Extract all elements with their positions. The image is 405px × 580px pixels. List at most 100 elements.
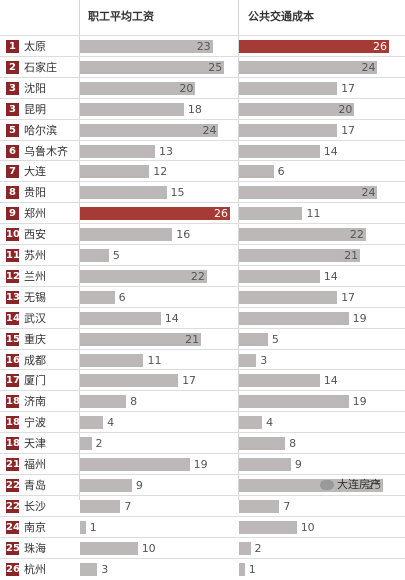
city-label: 厦门 <box>24 374 46 388</box>
salary-value-label: 5 <box>112 249 120 262</box>
rank-badge: 13 <box>6 290 20 304</box>
transport-bar <box>239 499 280 513</box>
salary-bar <box>80 395 127 409</box>
salary-value-label: 17 <box>182 374 197 388</box>
rank-badge: 3 <box>6 81 19 95</box>
column-divider <box>238 0 239 500</box>
city-label: 福州 <box>24 458 46 471</box>
transport-value-label: 9 <box>294 458 302 471</box>
salary-bar <box>80 332 202 346</box>
row-separator <box>0 139 405 141</box>
salary-bar <box>80 478 132 492</box>
salary-bar <box>80 499 121 513</box>
table-row: 18 济南 8 19 <box>0 391 405 412</box>
city-label: 长沙 <box>24 499 46 513</box>
rank-badge: 26 <box>6 562 20 576</box>
salary-value-label: 16 <box>176 228 191 242</box>
transport-bar <box>239 520 297 534</box>
row-separator <box>0 306 405 308</box>
transport-value-label: 19 <box>352 311 367 325</box>
row-separator <box>0 244 405 245</box>
salary-value-label: 23 <box>196 40 211 53</box>
transport-bar <box>239 40 389 53</box>
table-row: 17 厦门 17 14 <box>0 370 405 391</box>
salary-value-label: 4 <box>107 416 115 430</box>
transport-value-label: 5 <box>271 332 279 346</box>
city-label: 武汉 <box>24 311 46 325</box>
salary-bar <box>80 228 173 242</box>
salary-bar <box>80 353 144 367</box>
transport-value-label: 24 <box>361 186 376 200</box>
salary-bar <box>80 458 190 471</box>
rank-badge: 21 <box>6 458 20 471</box>
watermark: 大连房产 <box>320 476 381 492</box>
wechat-icon <box>320 480 334 490</box>
transport-bar <box>239 332 268 346</box>
transport-bar <box>239 102 355 116</box>
salary-value-label: 6 <box>118 290 126 304</box>
salary-value-label: 8 <box>130 395 138 409</box>
salary-value-label: 18 <box>187 102 202 116</box>
rank-badge: 11 <box>6 249 20 262</box>
salary-bar <box>80 81 196 95</box>
transport-bar <box>239 541 251 555</box>
city-label: 昆明 <box>24 102 46 116</box>
rank-badge: 12 <box>6 269 20 283</box>
row-separator <box>0 453 405 454</box>
salary-bar <box>80 186 167 200</box>
rank-badge: 17 <box>6 374 20 388</box>
table-row: 14 武汉 14 19 <box>0 308 405 329</box>
transport-bar <box>239 81 338 95</box>
transport-value-label: 14 <box>323 374 338 388</box>
row-separator <box>0 97 405 99</box>
salary-value-label: 15 <box>170 186 185 200</box>
city-label: 石家庄 <box>24 60 57 74</box>
row-separator <box>0 55 405 57</box>
city-label: 青岛 <box>24 478 46 492</box>
salary-bar <box>80 374 179 388</box>
rank-badge: 22 <box>6 499 20 513</box>
rank-badge: 18 <box>6 395 20 409</box>
table-row: 5 哈尔滨 24 17 <box>0 120 405 141</box>
rank-badge: 18 <box>6 437 20 451</box>
table-row: 13 无锡 6 17 <box>0 287 405 308</box>
transport-bar <box>239 562 245 576</box>
rank-badge: 8 <box>6 186 19 200</box>
table-row: 1 太原 23 26 <box>0 36 405 57</box>
transport-value-label: 22 <box>349 228 364 242</box>
table-row: 3 沈阳 20 17 <box>0 78 405 99</box>
salary-bar <box>80 311 161 325</box>
salary-value-label: 10 <box>141 541 156 555</box>
rank-badge: 1 <box>6 40 19 53</box>
table-row: 11 苏州 5 21 <box>0 245 405 266</box>
transport-bar <box>239 311 349 325</box>
city-label: 天津 <box>24 437 46 451</box>
table-row: 7 大连 12 6 <box>0 161 405 182</box>
table-row: 8 贵阳 15 24 <box>0 182 405 203</box>
transport-bar <box>239 207 303 221</box>
transport-value-label: 8 <box>289 437 297 451</box>
table-row: 9 郑州 26 11 <box>0 203 405 224</box>
city-label: 南京 <box>24 520 46 534</box>
row-separator <box>0 432 405 434</box>
table-row: 10 西安 16 22 <box>0 224 405 245</box>
transport-bar <box>239 395 349 409</box>
transport-value-label: 19 <box>352 395 367 409</box>
transport-value-label: 6 <box>277 165 285 179</box>
city-label: 重庆 <box>24 332 46 346</box>
row-separator <box>0 76 405 78</box>
table-row: 6 乌鲁木齐 13 14 <box>0 141 405 162</box>
row-separator <box>0 202 405 204</box>
salary-value-label: 26 <box>214 207 228 221</box>
table-row: 16 成都 11 3 <box>0 350 405 371</box>
table-row: 22 长沙 7 7 <box>0 496 405 517</box>
transport-value-label: 3 <box>260 353 268 367</box>
rank-badge: 15 <box>6 332 20 346</box>
salary-value-label: 2 <box>95 437 103 451</box>
table-row: 21 福州 19 9 <box>0 454 405 475</box>
rank-badge: 7 <box>6 165 19 179</box>
salary-value-label: 1 <box>89 520 97 534</box>
row-separator <box>0 494 405 496</box>
city-label: 哈尔滨 <box>24 123 57 137</box>
row-separator <box>0 160 405 162</box>
